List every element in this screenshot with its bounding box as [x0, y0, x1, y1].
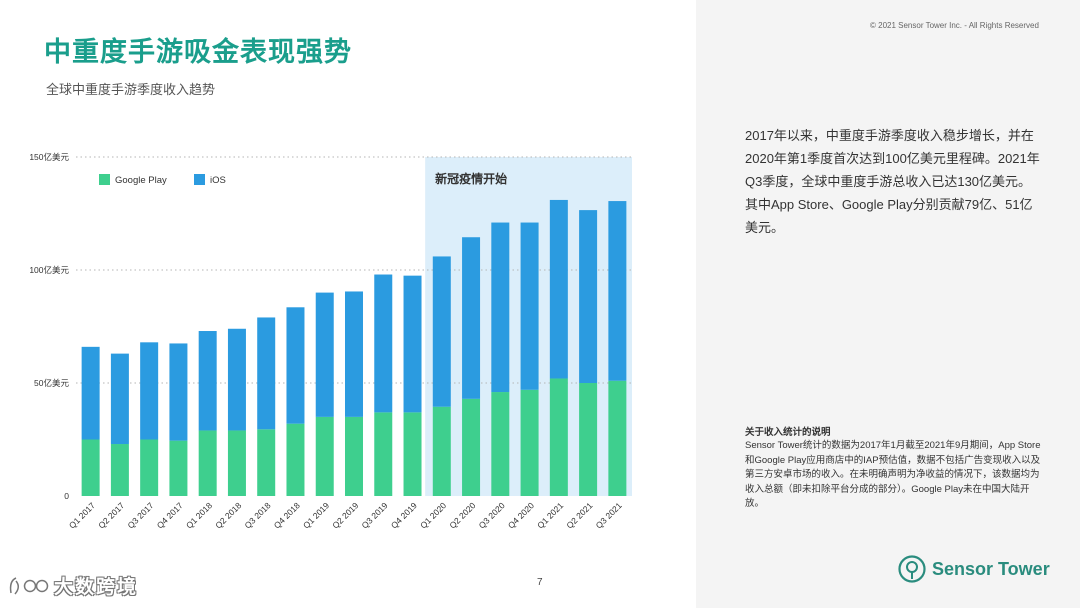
y-tick-label: 50亿美元: [34, 378, 69, 388]
x-tick-label: Q2 2020: [447, 500, 477, 530]
y-tick-label: 100亿美元: [29, 265, 69, 275]
chart-subtitle: 全球中重度手游季度收入趋势: [46, 82, 216, 97]
legend-label: Google Play: [115, 175, 167, 186]
ios-bar: [462, 237, 481, 399]
google-play-bar: [579, 383, 598, 496]
x-tick-label: Q2 2021: [564, 500, 594, 530]
x-tick-label: Q1 2017: [67, 500, 97, 530]
ios-bar: [608, 201, 627, 381]
google-play-bar: [140, 439, 159, 496]
x-tick-label: Q1 2021: [535, 500, 565, 530]
x-tick-label: Q3 2021: [594, 500, 624, 530]
google-play-bar: [462, 398, 481, 496]
google-play-bar: [315, 416, 334, 496]
legend-swatch: [194, 174, 205, 185]
legend-swatch: [99, 174, 110, 185]
x-tick-label: Q1 2019: [301, 500, 331, 530]
google-play-bar: [345, 416, 363, 496]
watermark-text: 大数跨境: [54, 577, 139, 598]
ios-bar: [579, 210, 598, 383]
ios-bar: [169, 343, 188, 441]
google-play-bar: [286, 423, 305, 496]
ios-bar: [227, 328, 246, 431]
google-play-bar: [169, 440, 188, 496]
note-body: Sensor Tower统计的数据为2017年1月截至2021年9月期间，App…: [745, 440, 1041, 509]
google-play-bar: [549, 378, 568, 496]
ios-bar: [520, 222, 539, 390]
ios-bar: [549, 199, 568, 379]
ios-bar: [257, 317, 276, 430]
ios-bar: [110, 353, 129, 445]
ios-bar: [81, 346, 100, 440]
google-play-bar: [608, 380, 627, 496]
google-play-bar: [403, 412, 422, 496]
google-play-bar: [81, 439, 100, 496]
ios-bar: [491, 222, 510, 393]
page-title: 中重度手游吸金表现强势: [44, 37, 352, 67]
sensor-tower-logo: Sensor Tower: [898, 555, 1050, 583]
summary-text: 2017年以来，中重度手游季度收入稳步增长，并在2020年第1季度首次达到100…: [745, 128, 1040, 235]
note-title: 关于收入统计的说明: [745, 427, 831, 438]
ios-bar: [198, 331, 217, 431]
x-tick-label: Q3 2017: [125, 500, 155, 530]
sensor-tower-icon: [898, 555, 926, 583]
x-tick-label: Q2 2019: [330, 500, 360, 530]
x-tick-label: Q4 2018: [272, 500, 302, 530]
x-tick-label: Q1 2020: [418, 500, 448, 530]
google-play-bar: [491, 392, 510, 496]
y-tick-label: 150亿美元: [29, 152, 69, 162]
ios-bar: [374, 274, 393, 413]
page-number: 7: [537, 577, 543, 588]
x-tick-label: Q4 2019: [389, 500, 419, 530]
watermark: 大数跨境: [6, 572, 138, 599]
x-tick-label: Q2 2017: [96, 500, 126, 530]
ios-bar: [315, 292, 334, 417]
google-play-bar: [432, 406, 451, 496]
x-tick-label: Q3 2019: [360, 500, 390, 530]
google-play-bar: [227, 430, 246, 496]
x-tick-label: Q3 2020: [477, 500, 507, 530]
legend-label: iOS: [210, 175, 226, 186]
pandemic-annotation-label: 新冠疫情开始: [435, 171, 507, 186]
ios-bar: [345, 291, 363, 417]
ios-bar: [286, 307, 305, 424]
copyright-notice: © 2021 Sensor Tower Inc. - All Rights Re…: [870, 21, 1039, 30]
ios-bar: [432, 256, 451, 407]
google-play-bar: [110, 444, 129, 496]
x-tick-label: Q2 2018: [213, 500, 243, 530]
watermark-logo-icon: [9, 576, 49, 594]
ios-bar: [140, 342, 159, 440]
google-play-bar: [198, 430, 217, 496]
ios-bar: [403, 275, 422, 413]
google-play-bar: [257, 429, 276, 496]
google-play-bar: [520, 389, 539, 496]
x-tick-label: Q3 2018: [242, 500, 272, 530]
x-tick-label: Q4 2017: [155, 500, 185, 530]
google-play-bar: [374, 412, 393, 496]
x-tick-label: Q1 2018: [184, 500, 214, 530]
right-panel: [696, 0, 1080, 608]
y-tick-label: 0: [64, 491, 69, 501]
brand-name: Sensor Tower: [932, 558, 1050, 579]
x-tick-label: Q4 2020: [506, 500, 536, 530]
